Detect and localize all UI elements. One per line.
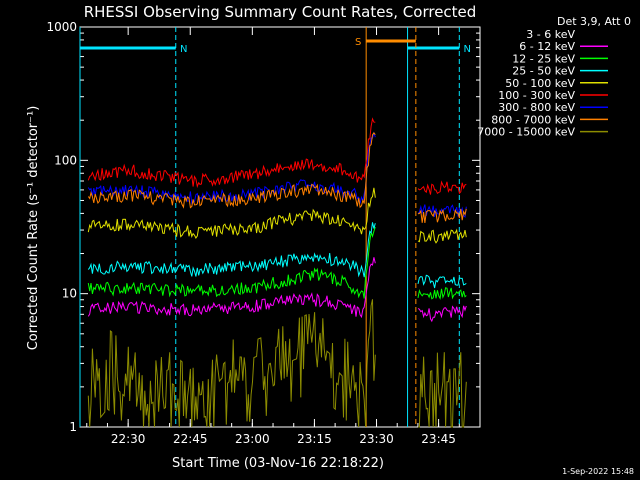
legend-label: 300 - 800 keV <box>498 101 575 114</box>
legend-label: 800 - 7000 keV <box>491 113 575 126</box>
flag-label: N <box>180 44 187 55</box>
timestamp: 1-Sep-2022 15:48 <box>562 467 634 476</box>
plot-area: 1 10 100 1000 22:30 22:45 23:00 23:15 23:30 23:45… <box>46 20 481 446</box>
chart-title: RHESSI Observing Summary Count Rates, Co… <box>84 3 477 21</box>
series-line <box>87 299 376 428</box>
series-line <box>417 287 467 300</box>
series-line <box>87 222 376 278</box>
series-line <box>87 187 376 240</box>
legend-label: 6 - 12 keV <box>519 40 575 53</box>
series-line <box>87 249 376 290</box>
series-line <box>418 352 467 428</box>
y-tick-label: 1 <box>69 420 77 434</box>
series-line <box>87 131 376 209</box>
x-tick-label: 22:45 <box>173 432 208 446</box>
legend-label: 50 - 100 keV <box>505 77 575 90</box>
y-tick-label: 10 <box>62 287 77 301</box>
y-axis-label: Corrected Count Rate (s⁻¹ detector⁻¹) <box>26 106 41 351</box>
legend-label: 25 - 50 keV <box>512 65 575 78</box>
y-tick-label: 1000 <box>46 20 77 34</box>
series-line <box>87 257 376 319</box>
x-tick-label: 23:45 <box>421 432 456 446</box>
legend-label: 12 - 25 keV <box>512 52 575 65</box>
series-line <box>417 208 467 224</box>
x-tick-label: 23:00 <box>235 432 270 446</box>
series-line <box>417 274 467 289</box>
legend-title: Det 3,9, Att 0 <box>557 15 631 28</box>
x-tick-label: 23:15 <box>297 432 332 446</box>
series-line <box>417 305 467 323</box>
flag-label: N <box>464 44 471 55</box>
series-line <box>417 228 467 244</box>
x-tick-label: 23:30 <box>359 432 394 446</box>
legend-label: 100 - 300 keV <box>498 89 575 102</box>
series-line <box>87 226 376 299</box>
legend-label: 3 - 6 keV <box>526 28 575 41</box>
series-line <box>417 180 467 195</box>
series-line <box>87 117 376 189</box>
x-tick-label: 22:30 <box>111 432 146 446</box>
x-axis-label: Start Time (03-Nov-16 22:18:22) <box>172 456 384 471</box>
flag-label: S <box>355 37 361 48</box>
series-line <box>417 273 467 289</box>
legend-label: 7000 - 15000 keV <box>477 126 575 139</box>
y-tick-label: 100 <box>54 153 77 167</box>
